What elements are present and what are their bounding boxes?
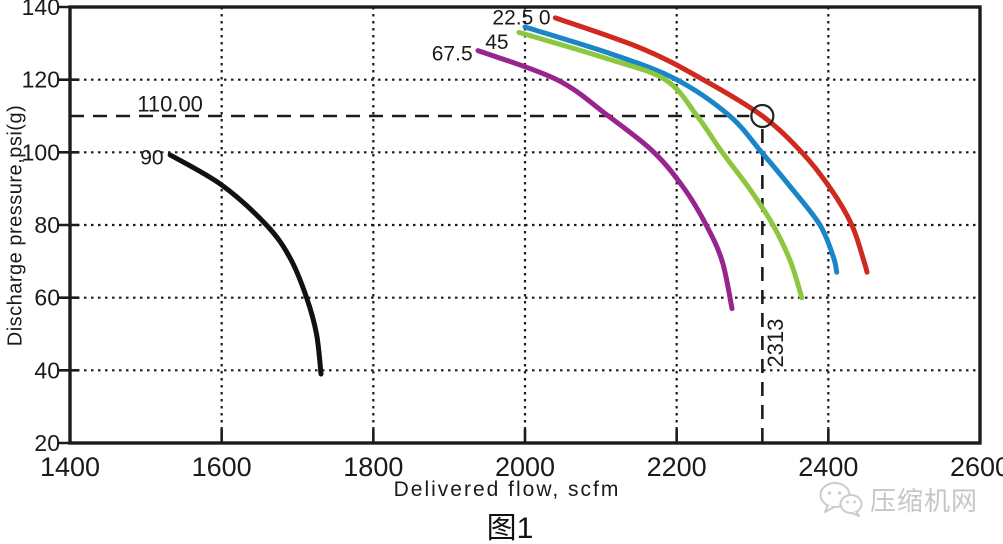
x-tick-label-1600: 1600 bbox=[192, 452, 252, 482]
y-tick-label-140: 140 bbox=[22, 0, 60, 20]
y-tick-label-100: 100 bbox=[22, 139, 60, 165]
x-tick-label-2200: 2200 bbox=[647, 452, 707, 482]
curve-label-45: 45 bbox=[485, 31, 508, 54]
y-tick-label-120: 120 bbox=[22, 67, 60, 93]
curve-label-0: 0 bbox=[539, 6, 551, 29]
pressure-annotation-label: 110.00 bbox=[137, 91, 203, 116]
curve-label-22.5: 22.5 bbox=[492, 6, 533, 29]
curve-0 bbox=[552, 15, 870, 275]
y-tick-label-20: 20 bbox=[34, 430, 60, 456]
y-tick-label-40: 40 bbox=[34, 357, 60, 383]
figure-caption: 图1 bbox=[486, 512, 534, 544]
curve-67.5 bbox=[475, 48, 735, 312]
y-tick-label-80: 80 bbox=[34, 212, 60, 238]
operating-point-marker bbox=[750, 103, 775, 129]
x-tick-label-2600: 2600 bbox=[950, 452, 1003, 482]
x-tick-label-2400: 2400 bbox=[798, 452, 858, 482]
y-axis-title: Discharge pressure,psi(g) bbox=[4, 104, 27, 347]
wechat-logo-icon bbox=[819, 482, 863, 517]
curve-90 bbox=[167, 152, 324, 377]
watermark: 压缩机网 bbox=[818, 480, 978, 518]
curve-22.5 bbox=[522, 24, 840, 275]
y-tick-label-60: 60 bbox=[34, 285, 60, 311]
x-tick-label-1400: 1400 bbox=[40, 452, 100, 482]
curve-45 bbox=[516, 29, 805, 301]
watermark-text: 压缩机网 bbox=[870, 485, 979, 516]
flow-annotation-label: 2313 bbox=[763, 319, 788, 368]
x-tick-label-2000: 2000 bbox=[495, 452, 555, 482]
curve-label-90: 90 bbox=[140, 146, 163, 169]
curve-label-67.5: 67.5 bbox=[432, 42, 473, 65]
x-axis-title: Delivered flow, scfm bbox=[393, 478, 621, 501]
x-tick-label-1800: 1800 bbox=[343, 452, 403, 482]
